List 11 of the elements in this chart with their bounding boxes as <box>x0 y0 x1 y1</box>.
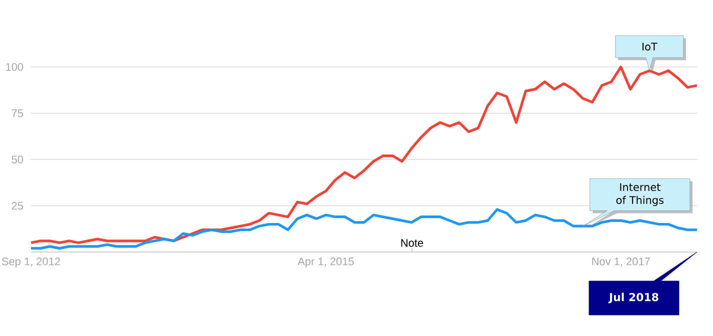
series-label: Internet of Things <box>616 183 664 206</box>
y-tick-label: 25 <box>12 202 24 210</box>
x-tick-label: Nov 1, 2017 <box>592 258 650 267</box>
x-tick-label: Apr 1, 2015 <box>298 258 354 268</box>
y-tick-label: 75 <box>12 109 24 118</box>
x-tick-label: Sep 1, 2012 <box>2 258 60 268</box>
text: IoT <box>642 42 658 51</box>
annotation: Note <box>401 239 424 247</box>
y-tick-label: 50 <box>12 156 24 164</box>
text: Jul 2018 <box>608 292 658 304</box>
y-tick-label: 100 <box>6 63 24 71</box>
